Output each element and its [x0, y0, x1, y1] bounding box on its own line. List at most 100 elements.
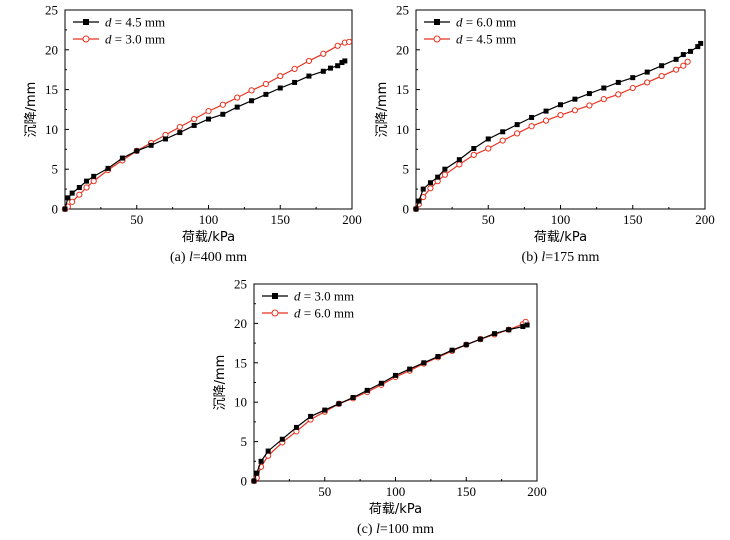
data-point [659, 63, 665, 69]
data-point [477, 336, 483, 342]
y-tick-label: 15 [234, 355, 247, 370]
data-point [499, 137, 506, 144]
data-point [600, 96, 607, 103]
data-point [263, 91, 269, 97]
chart-panel-a: 50 100 150 200 0 5 10 15 20 25 荷载/kPa 沉降/mm (a) l=40… [24, 3, 362, 266]
legend: d = 3.0 mm d = 6.0 mm [262, 289, 354, 321]
data-point [292, 79, 298, 85]
data-point [528, 123, 535, 130]
y-tick-label: 20 [396, 42, 409, 57]
x-tick-label: 50 [130, 212, 143, 227]
legend-marker [82, 35, 90, 43]
data-point [393, 372, 398, 378]
data-point [471, 146, 477, 152]
data-point [630, 75, 636, 81]
legend-marker [272, 293, 278, 299]
data-point [191, 115, 198, 123]
legend-entry: d = 4.5 mm [105, 15, 165, 30]
legend-marker [271, 309, 279, 317]
data-point [277, 85, 283, 91]
data-point [698, 40, 704, 46]
series-line [415, 42, 702, 210]
chart-panel-c: 50 100 150 200 0 5 10 15 20 25 荷载/kPa 沉降/mm (c) l=10… [213, 277, 547, 538]
data-point [83, 184, 90, 191]
y-tick-label: 25 [45, 3, 58, 18]
data-point [427, 185, 434, 192]
y-tick-label: 15 [45, 82, 58, 97]
data-point [644, 69, 650, 75]
x-tick-label: 200 [527, 484, 547, 499]
data-point [176, 123, 183, 131]
x-axis-label: 荷载/kPa [369, 502, 422, 517]
data-point [456, 161, 463, 168]
y-tick-label: 0 [52, 202, 59, 217]
x-tick-label: 100 [551, 212, 571, 227]
data-point [327, 65, 333, 71]
data-point [684, 58, 691, 65]
y-tick-label: 0 [241, 474, 248, 489]
data-point [258, 458, 264, 464]
data-point [293, 424, 299, 430]
data-point [364, 387, 370, 393]
data-point [421, 360, 427, 366]
data-point [456, 157, 462, 163]
data-point [339, 60, 345, 66]
series-red-circles [61, 38, 353, 213]
legend-entry: d = 4.5 mm [456, 32, 516, 47]
data-point [305, 57, 313, 65]
data-point [277, 72, 284, 80]
data-point [91, 173, 97, 179]
data-point [571, 107, 579, 114]
data-point [492, 331, 498, 337]
data-point [308, 413, 314, 419]
x-tick-label: 50 [318, 484, 331, 499]
y-tick-label: 10 [45, 122, 58, 137]
data-point [265, 448, 271, 454]
series-line [64, 41, 350, 210]
x-tick-label: 200 [342, 212, 362, 227]
panel-caption: (a) l=400 mm [170, 250, 247, 265]
data-point [279, 436, 285, 442]
data-point [177, 130, 183, 136]
data-point [350, 394, 356, 400]
legend: d = 4.5 mm d = 3.0 mm [73, 15, 165, 47]
data-point [220, 111, 226, 117]
y-axis-label: 沉降/mm [375, 82, 390, 138]
data-point [65, 195, 71, 201]
data-point [90, 178, 97, 185]
data-point [148, 142, 154, 148]
data-point [615, 91, 622, 98]
data-point [191, 122, 197, 128]
series-line [253, 321, 527, 482]
data-point [248, 87, 255, 94]
legend-entry: d = 6.0 mm [456, 15, 516, 30]
x-axis-label: 荷载/kPa [182, 230, 235, 245]
y-tick-label: 25 [396, 3, 409, 18]
data-point [629, 84, 636, 92]
y-tick-label: 10 [396, 122, 409, 137]
data-point [586, 91, 592, 97]
data-point [558, 102, 563, 108]
legend: d = 6.0 mm d = 4.5 mm [424, 15, 516, 47]
data-point [601, 85, 607, 91]
data-point [529, 114, 535, 120]
x-tick-label: 150 [623, 212, 643, 227]
x-tick-label: 100 [199, 212, 219, 227]
data-point [427, 180, 433, 186]
data-point [416, 198, 422, 204]
data-point [680, 62, 687, 69]
y-tick-label: 5 [52, 162, 59, 177]
data-point [463, 342, 469, 348]
series-black-squares [413, 40, 704, 212]
y-tick-label: 20 [234, 316, 247, 331]
x-tick-label: 150 [457, 484, 477, 499]
data-point [500, 129, 506, 135]
data-point [449, 347, 455, 353]
y-axis-label: 沉降/mm [24, 82, 39, 138]
data-point [234, 94, 241, 101]
data-point [342, 58, 348, 64]
data-point [105, 165, 111, 171]
data-point [234, 104, 240, 110]
data-point [542, 117, 550, 124]
data-point [84, 178, 90, 184]
